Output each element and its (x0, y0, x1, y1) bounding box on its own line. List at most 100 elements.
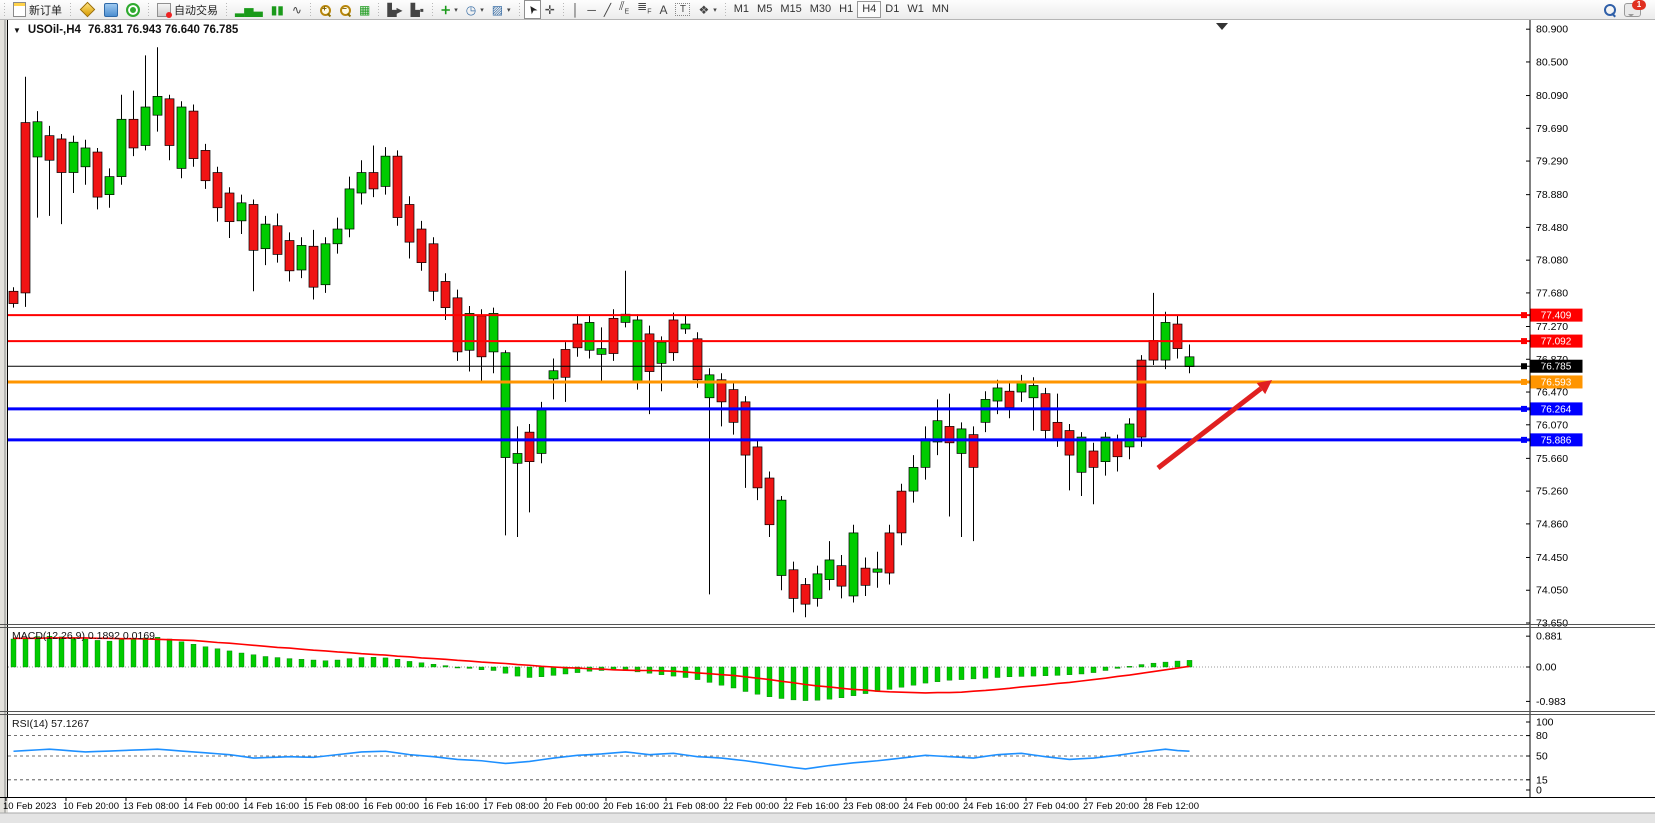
timeframe-d1-button[interactable]: D1 (885, 3, 900, 15)
candle-body (8, 290, 19, 304)
line-endpoint-marker (1521, 378, 1527, 385)
timeframe-h4-button[interactable]: H4 (857, 1, 882, 18)
navigator-button[interactable] (122, 0, 144, 19)
text-label-tool-button[interactable]: T (671, 0, 694, 19)
tile-windows-button[interactable]: ▦ (355, 0, 374, 19)
add-indicator-button[interactable]: 🞤 ▾ (437, 0, 462, 19)
macd-histogram-bar (778, 666, 785, 699)
toolbar-grip[interactable] (430, 3, 436, 16)
chart-autoscroll-button[interactable]: ▙▪ (407, 0, 428, 19)
timeframe-h1-button[interactable]: H1 (839, 3, 854, 15)
macd-histogram-bar (1030, 666, 1037, 677)
chart-plot-area[interactable] (8, 20, 1530, 797)
price-line-badge (1530, 402, 1583, 416)
time-axis-label: 21 Feb 08:00 (663, 801, 719, 812)
price-line-badge (1530, 375, 1583, 389)
macd-histogram-bar (886, 666, 893, 690)
toolbar-grip[interactable] (307, 3, 313, 16)
macd-histogram-bar (298, 659, 305, 668)
period-button[interactable]: ◷ ▾ (462, 0, 488, 19)
macd-histogram-bar (238, 652, 245, 668)
macd-histogram-bar (442, 665, 449, 668)
zoom-in-button[interactable]: + (315, 0, 335, 19)
price-axis: 80.900 80.500 80.090 79.690 79.290 78.880 78.4… (1526, 20, 1568, 797)
toolbar-grip[interactable] (146, 3, 151, 16)
toolbar-grip[interactable] (2, 3, 7, 16)
macd-histogram-bar (46, 636, 53, 668)
hline-tool-button[interactable]: ─ (583, 0, 600, 19)
vline-tool-button[interactable]: │ (568, 0, 584, 19)
price-axis-tick-label: 77.680 (1536, 287, 1568, 299)
candle-body (164, 98, 175, 146)
toolbar-grip[interactable] (68, 3, 73, 16)
toolbar-grip[interactable] (560, 3, 566, 16)
candle-body (764, 477, 775, 526)
shapes-tool-button[interactable]: ❖ ▾ (694, 0, 720, 19)
macd-histogram-bar (82, 638, 89, 668)
rsi-axis-tick-label: 100 (1536, 717, 1554, 729)
macd-histogram-bar (718, 666, 725, 686)
crosshair-tool-button[interactable]: ✛ (541, 0, 559, 19)
line-chart-button[interactable]: ∿ (288, 0, 306, 19)
candle-body (272, 225, 283, 255)
rsi-line (13, 748, 1190, 770)
line-endpoint-marker (1521, 312, 1527, 319)
text-tool-button[interactable]: A (655, 0, 671, 19)
price-line-badge-label: 77.092 (1541, 337, 1572, 348)
market-watch-button[interactable] (75, 0, 100, 19)
trendline-icon: ╱ (603, 2, 612, 17)
search-button[interactable] (1599, 0, 1620, 19)
timeframe-mn-button[interactable]: MN (931, 3, 949, 15)
chart-shift-button[interactable]: ▙▸ (383, 0, 406, 19)
price-axis-tick-label: 79.290 (1536, 156, 1568, 168)
template-button[interactable]: ▨ ▾ (488, 0, 515, 19)
macd-histogram-bar (958, 666, 965, 680)
time-axis-label: 17 Feb 08:00 (483, 801, 539, 812)
zoom-out-button[interactable]: − (335, 0, 355, 19)
notifications-button[interactable]: 1 (1620, 0, 1646, 19)
toolbar-grip[interactable] (224, 3, 229, 16)
time-axis-label: 20 Feb 16:00 (603, 801, 659, 812)
bar-chart-button[interactable]: ▂▅▃ (231, 0, 267, 19)
candle-body (368, 172, 379, 190)
new-order-button[interactable]: 新订单 (9, 0, 66, 19)
zoom-out-icon: − (339, 4, 351, 16)
chat-bubble-icon: 1 (1624, 0, 1646, 17)
toolbar-grip[interactable] (376, 3, 382, 16)
chart-ohlc-values: 76.831 76.943 76.640 76.785 (87, 24, 239, 36)
candlestick-chart-button[interactable]: ▮▮ (267, 0, 288, 19)
toolbar-grip[interactable] (722, 3, 728, 16)
timeframe-m1-button[interactable]: M1 (733, 3, 750, 15)
macd-histogram-bar (322, 660, 329, 668)
macd-histogram-bar (370, 657, 377, 668)
auto-trading-button[interactable]: 自动交易 (153, 0, 222, 19)
price-line-badge-label: 76.264 (1541, 404, 1572, 415)
candle-body (560, 349, 571, 378)
data-window-button[interactable] (100, 0, 122, 19)
rsi-axis-tick-label: 15 (1536, 774, 1548, 786)
channel-tool-button[interactable]: ⫽E (615, 0, 633, 19)
time-axis-label: 22 Feb 00:00 (723, 801, 779, 812)
fibonacci-tool-button[interactable]: ≣F (633, 0, 655, 19)
fibonacci-icon: ≣F (637, 0, 652, 16)
toolbar-grip[interactable] (516, 3, 522, 16)
crosshair-icon: ✛ (544, 2, 555, 17)
trendline-tool-button[interactable]: ╱ (600, 0, 615, 19)
candle-body (980, 399, 991, 423)
candle-body (644, 333, 655, 372)
timeframe-w1-button[interactable]: W1 (907, 3, 924, 15)
chart-dropdown-icon[interactable]: ▼ (13, 25, 21, 35)
rsi-axis-tick-label: 0 (1536, 785, 1542, 797)
macd-histogram-bar (490, 666, 497, 671)
price-axis-tick-label: 74.450 (1536, 552, 1568, 564)
macd-histogram-bar (58, 636, 65, 668)
timeframe-m5-button[interactable]: M5 (757, 3, 773, 15)
candle-body (944, 426, 955, 444)
timeframe-m15-button[interactable]: M15 (780, 3, 802, 15)
clock-icon: ◷ (465, 2, 477, 17)
price-line-badge (1530, 334, 1583, 348)
timeframe-m30-button[interactable]: M30 (809, 3, 832, 15)
chart-title[interactable]: ▼ USOil-,H4 76.831 76.943 76.640 76.785 (13, 24, 238, 36)
cursor-tool-button[interactable]: ➤ (523, 0, 541, 19)
